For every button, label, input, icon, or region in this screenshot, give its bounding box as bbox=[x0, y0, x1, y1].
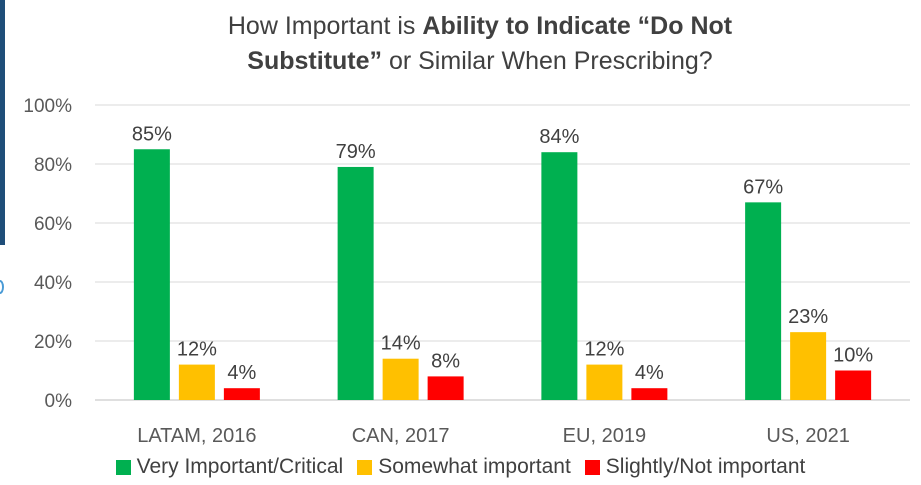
bar bbox=[427, 376, 464, 400]
legend-swatch bbox=[357, 459, 373, 475]
data-label: 12% bbox=[584, 339, 624, 361]
data-label: 85% bbox=[132, 123, 172, 145]
bar-chart: 0% 20% 40% 60% 80% 100% 85% 12% 4% LATAM, 2016 79%… bbox=[23, 96, 910, 447]
title-part: Ability to Indicate “Do Not bbox=[422, 12, 733, 40]
data-label: 4% bbox=[227, 362, 256, 384]
legend-item: Slightly/Not important bbox=[584, 455, 806, 479]
legend-label: Slightly/Not important bbox=[605, 455, 806, 478]
data-label: 4% bbox=[635, 362, 664, 384]
side-accent-bar bbox=[0, 0, 5, 245]
bar bbox=[133, 149, 170, 400]
chart-legend: Very Important/Critical Somewhat importan… bbox=[0, 455, 921, 479]
legend-item: Somewhat important bbox=[357, 455, 571, 479]
data-label: 14% bbox=[381, 333, 421, 355]
x-tick-label: LATAM, 2016 bbox=[137, 425, 256, 447]
title-part: How Important is bbox=[227, 12, 423, 40]
data-label: 23% bbox=[788, 306, 828, 328]
y-tick-label: 80% bbox=[34, 155, 72, 176]
side-accent-dot bbox=[0, 280, 4, 294]
data-label: 12% bbox=[177, 339, 217, 361]
bar bbox=[541, 152, 578, 400]
bar bbox=[382, 358, 419, 400]
legend-label: Very Important/Critical bbox=[136, 455, 344, 478]
legend-swatch bbox=[115, 459, 131, 475]
y-tick-label: 0% bbox=[45, 391, 73, 412]
bar bbox=[223, 388, 260, 400]
data-label: 79% bbox=[336, 141, 376, 163]
legend-item: Very Important/Critical bbox=[115, 455, 344, 479]
bar bbox=[835, 370, 872, 400]
bar bbox=[745, 202, 782, 400]
bar bbox=[586, 364, 623, 400]
bar bbox=[337, 166, 374, 400]
bar bbox=[790, 332, 827, 400]
data-label: 67% bbox=[743, 176, 783, 198]
title-part: Substitute” bbox=[247, 47, 383, 75]
x-tick-label: EU, 2019 bbox=[563, 425, 646, 447]
x-tick-label: CAN, 2017 bbox=[352, 425, 450, 447]
bar bbox=[631, 388, 668, 400]
bar bbox=[178, 364, 215, 400]
x-tick-label: US, 2021 bbox=[766, 425, 849, 447]
data-label: 84% bbox=[539, 126, 579, 148]
y-tick-label: 40% bbox=[34, 273, 72, 294]
y-tick-label: 60% bbox=[34, 214, 72, 235]
y-tick-label: 100% bbox=[23, 96, 72, 117]
data-label: 10% bbox=[833, 345, 873, 367]
chart-title: How Important is Ability to Indicate “Do… bbox=[100, 9, 860, 79]
title-part: or Similar When Prescribing? bbox=[382, 47, 713, 75]
legend-label: Somewhat important bbox=[378, 455, 571, 478]
y-tick-label: 20% bbox=[34, 332, 72, 353]
data-label: 8% bbox=[431, 350, 460, 372]
legend-swatch bbox=[584, 459, 600, 475]
